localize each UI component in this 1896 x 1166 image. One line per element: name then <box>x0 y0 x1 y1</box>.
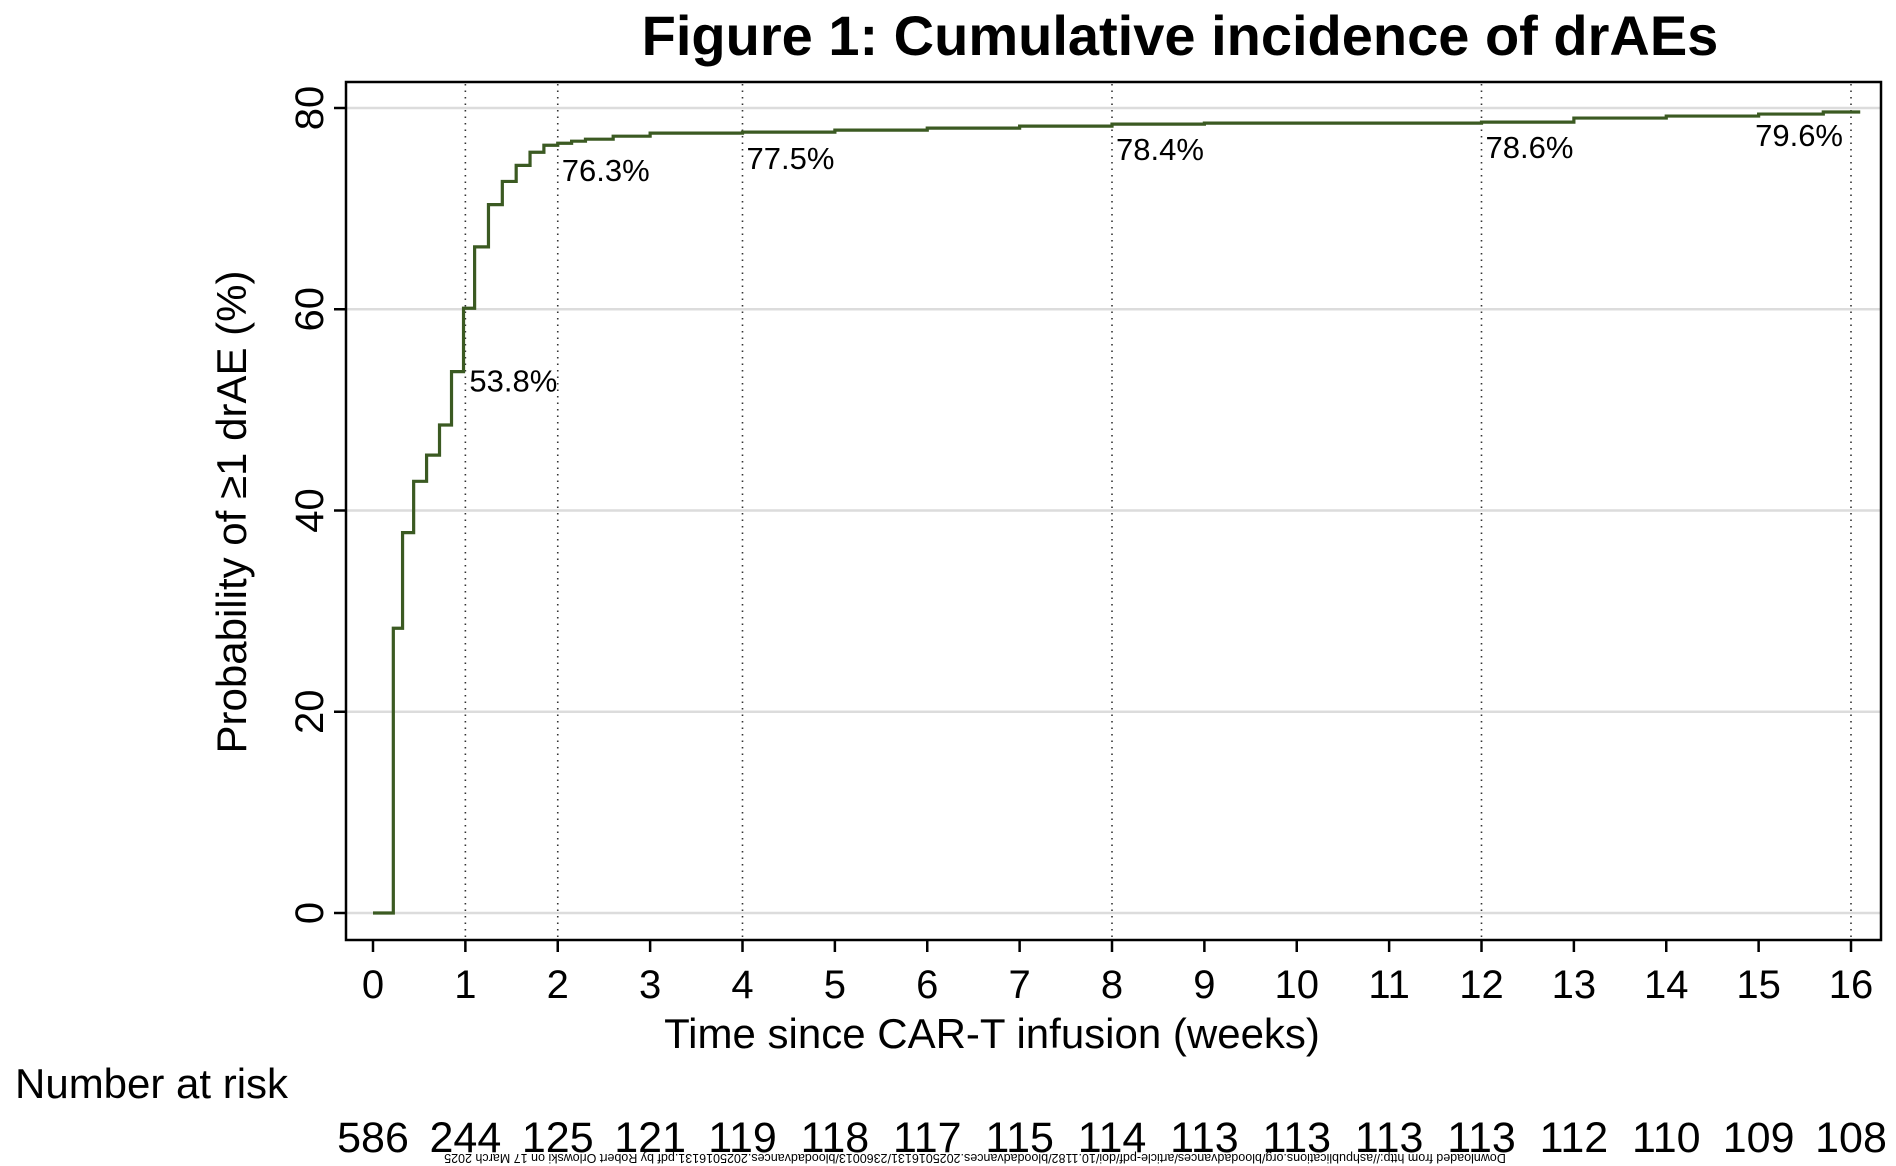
risk-count: 113 <box>1262 1114 1331 1162</box>
x-tick-label: 2 <box>547 963 569 1007</box>
annotation-label: 76.3% <box>562 153 650 188</box>
annotation-label: 79.6% <box>1755 118 1843 153</box>
risk-table-title: Number at risk <box>15 1060 289 1107</box>
risk-count: 118 <box>801 1114 870 1162</box>
risk-count: 109 <box>1723 1114 1795 1162</box>
x-tick-label: 0 <box>362 963 384 1007</box>
risk-count: 113 <box>1447 1114 1516 1162</box>
series-layer <box>373 110 1861 915</box>
x-tick-label: 7 <box>1009 963 1031 1007</box>
annotations: 53.8% 76.3% 77.5% 78.4% 78.6% 79.6% <box>469 118 1843 399</box>
risk-count: 586 <box>337 1114 409 1162</box>
x-tick-label: 12 <box>1459 963 1504 1007</box>
x-tick-label: 16 <box>1829 963 1874 1007</box>
x-tick-label: 3 <box>639 963 661 1007</box>
y-tick-label: 60 <box>288 287 332 332</box>
annotation-label: 77.5% <box>747 141 835 176</box>
y-tick-label: 80 <box>288 86 332 131</box>
y-tick-label: 20 <box>288 690 332 735</box>
x-tick-label: 6 <box>916 963 938 1007</box>
y-axis-ticks: 0 20 40 60 80 <box>288 86 346 924</box>
x-tick-label: 5 <box>824 963 846 1007</box>
risk-count: 117 <box>893 1114 962 1162</box>
annotation-label: 78.4% <box>1116 132 1204 167</box>
risk-count: 119 <box>708 1114 777 1162</box>
x-tick-label: 10 <box>1275 963 1320 1007</box>
cumulative-incidence-line <box>373 110 1861 915</box>
x-tick-label: 1 <box>454 963 476 1007</box>
risk-count: 244 <box>430 1114 502 1162</box>
y-tick-label: 40 <box>288 488 332 533</box>
x-tick-label: 13 <box>1552 963 1597 1007</box>
risk-count: 121 <box>614 1114 686 1162</box>
x-tick-label: 15 <box>1736 963 1781 1007</box>
x-tick-label: 14 <box>1644 963 1689 1007</box>
x-tick-label: 11 <box>1368 963 1410 1007</box>
annotation-label: 78.6% <box>1486 130 1574 165</box>
risk-count: 113 <box>1355 1114 1424 1162</box>
risk-table: 586 244 125 121 119 118 117 115 114 113 113 113 113 1… <box>337 1114 1887 1162</box>
risk-count: 125 <box>522 1114 594 1162</box>
risk-count: 112 <box>1540 1114 1609 1162</box>
x-tick-label: 9 <box>1193 963 1215 1007</box>
y-tick-label: 0 <box>288 902 332 924</box>
risk-count: 114 <box>1078 1114 1147 1162</box>
x-tick-label: 4 <box>731 963 753 1007</box>
x-axis-label: Time since CAR-T infusion (weeks) <box>664 1010 1320 1057</box>
risk-count: 113 <box>1170 1114 1239 1162</box>
annotation-label: 53.8% <box>469 364 557 399</box>
y-axis-label: Probability of ≥1 drAE (%) <box>208 271 255 754</box>
risk-count: 108 <box>1815 1114 1887 1162</box>
x-tick-label: 8 <box>1101 963 1123 1007</box>
x-axis-ticks: 0 1 2 3 4 5 6 7 8 9 10 11 12 13 14 15 16 <box>362 940 1873 1007</box>
chart-title: Figure 1: Cumulative incidence of drAEs <box>642 4 1719 67</box>
risk-count: 110 <box>1632 1114 1701 1162</box>
gridlines <box>346 106 1881 915</box>
download-watermark: Downloaded from http://ashpublications.o… <box>444 1151 1506 1165</box>
risk-count: 115 <box>985 1114 1054 1162</box>
